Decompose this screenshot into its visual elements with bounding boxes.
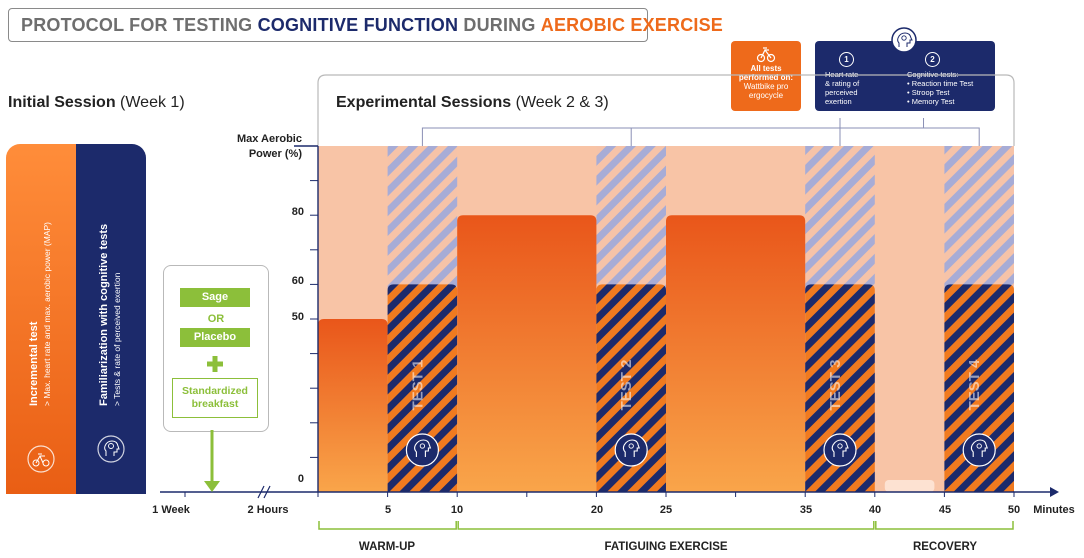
x-axis-unit-label: Minutes	[1033, 504, 1075, 516]
equipment-line-1: All tests	[750, 64, 782, 73]
equipment-line-3: Wattbike pro	[743, 82, 789, 91]
y-tick-60: 60	[291, 275, 304, 287]
plus-icon	[207, 356, 223, 372]
measure-1-line-2: & rating of	[825, 79, 860, 88]
brain-badge-icon	[891, 27, 917, 53]
y-tick-0: 0	[297, 473, 304, 485]
brain-head-icon	[97, 435, 125, 463]
incremental-test-bar: Incremental test > Max. heart rate and m…	[6, 144, 77, 494]
test-brain-head-3	[831, 439, 849, 457]
test-brain-icon-4	[962, 433, 996, 467]
phase-bracket-2	[457, 521, 875, 530]
test-label-4: TEST 4	[966, 359, 983, 411]
recovery-gap	[884, 480, 935, 492]
measure-1-number: 1	[839, 52, 854, 67]
x-tick-45: 45	[938, 504, 952, 516]
phase-bracket-1	[318, 521, 457, 530]
measure-2-test-1: • Reaction time Test	[907, 79, 974, 88]
test-label-3: TEST 3	[827, 360, 844, 411]
phase-label-recovery: RECOVERY	[912, 541, 978, 553]
intervention-arrow-head	[204, 481, 220, 492]
experimental-title-rest: (Week 2 & 3)	[511, 94, 609, 111]
experimental-frame	[317, 74, 1015, 146]
phase-label-warmup: WARM-UP	[358, 541, 416, 553]
test-brain-gear-4	[976, 443, 982, 449]
title-part-1: PROTOCOL FOR TESTING	[21, 14, 253, 35]
bike-icon	[27, 445, 55, 473]
test-brain-gear-3	[837, 443, 843, 449]
x-axis-arrow	[1050, 487, 1059, 497]
test-brain-head-1	[414, 439, 432, 457]
x-tick-20: 20	[590, 504, 604, 516]
breakfast-line-2: breakfast	[191, 398, 239, 410]
profile-bar-1	[318, 319, 388, 492]
initial-session-title: Initial Session (Week 1)	[8, 94, 185, 112]
placebo-pill: Placebo	[180, 328, 250, 347]
familiarization-bar: Familiarization with cognitive tests > T…	[76, 144, 146, 494]
page-title: PROTOCOL FOR TESTING COGNITIVE FUNCTION …	[8, 8, 723, 42]
y-tick-80: 80	[291, 206, 304, 218]
y-tick-50: 50	[291, 311, 304, 323]
sage-pill: Sage	[180, 288, 250, 307]
profile-bar-6	[805, 284, 875, 492]
profile-bar-2	[387, 284, 458, 492]
initial-session-title-bold: Initial Session	[8, 94, 116, 111]
phase-label-fatiguing: FATIGUING EXERCISE	[604, 541, 728, 553]
breakfast-line-1: Standardized	[182, 385, 248, 397]
y-axis-title: Max Aerobic Power (%)	[212, 132, 302, 162]
experimental-title-bold: Experimental Sessions	[336, 94, 512, 111]
equipment-line-4: ergocycle	[748, 91, 784, 100]
title-part-2: COGNITIVE FUNCTION	[257, 14, 459, 35]
x-tick-40: 40	[868, 504, 882, 516]
test-brain-head-2	[622, 439, 640, 457]
title-part-4: AEROBIC EXERCISE	[540, 14, 724, 35]
tests-bracket	[421, 127, 980, 146]
test-brain-gear-2	[628, 443, 634, 449]
initial-session-title-rest: (Week 1)	[115, 94, 185, 111]
measure-2-number: 2	[925, 52, 940, 67]
test-brain-icon-3	[823, 433, 857, 467]
profile-bar-5	[666, 215, 806, 492]
axis-break-2	[263, 485, 271, 499]
measure-1-line-4: exertion	[825, 97, 852, 106]
wattbike-icon	[756, 47, 776, 63]
y-axis-title-line-2: Power (%)	[248, 148, 302, 160]
phase-bracket-3	[875, 521, 1014, 530]
test-brain-gear-1	[419, 443, 426, 449]
pre-label-2-hours: 2 Hours	[247, 504, 289, 516]
x-tick-35: 35	[799, 504, 813, 516]
test-brain-head-4	[970, 439, 988, 457]
equipment-line-2: performed on:	[738, 73, 794, 82]
measure-2-test-3: • Memory Test	[907, 97, 955, 106]
profile-bar-4	[596, 284, 666, 492]
x-tick-25: 25	[659, 504, 673, 516]
or-label: OR	[207, 313, 225, 325]
measure-2-test-2: • Stroop Test	[907, 88, 950, 97]
test-brain-icon-1	[405, 433, 439, 467]
test-brain-icon-2	[614, 433, 648, 467]
x-tick-5: 5	[384, 504, 392, 516]
profile-bar-8	[944, 284, 1014, 492]
y-axis-title-line-1: Max Aerobic	[236, 133, 302, 145]
x-tick-10: 10	[450, 504, 464, 516]
intervention-box: Sage OR Placebo Standardized breakfast	[163, 265, 269, 432]
pre-label-1-week: 1 Week	[152, 504, 190, 516]
breakfast-box: Standardized breakfast	[172, 378, 258, 418]
experimental-session-title: Experimental Sessions (Week 2 & 3)	[336, 94, 609, 112]
title-part-3: DURING	[463, 14, 536, 35]
equipment-box: All tests performed on: Wattbike pro erg…	[731, 41, 801, 111]
test-label-1: TEST 1	[409, 360, 426, 411]
x-tick-50: 50	[1007, 504, 1021, 516]
measure-1-line-3: perceived	[825, 88, 858, 97]
profile-bar-3	[457, 215, 597, 492]
test-label-2: TEST 2	[618, 360, 635, 411]
axis-break-1	[257, 485, 265, 499]
